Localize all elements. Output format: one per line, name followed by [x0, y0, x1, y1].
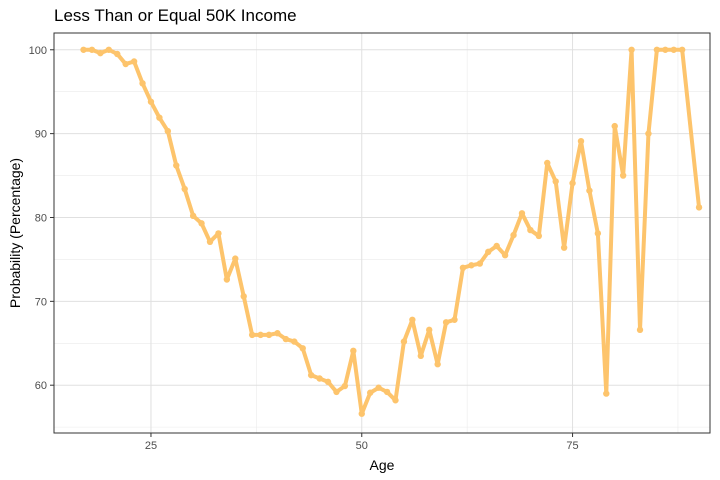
y-tick-label: 90 — [35, 129, 47, 141]
data-point — [156, 114, 163, 121]
data-point — [527, 226, 534, 234]
data-point — [206, 238, 214, 246]
data-point — [181, 185, 188, 193]
data-point — [114, 50, 121, 58]
data-point — [88, 46, 96, 53]
data-point — [544, 159, 551, 167]
data-point — [451, 316, 458, 323]
data-point — [97, 49, 104, 57]
data-point — [409, 316, 416, 323]
data-point — [586, 187, 593, 194]
data-point — [215, 230, 222, 237]
data-point — [400, 338, 408, 345]
data-point — [510, 231, 517, 239]
data-point — [173, 162, 180, 169]
data-point — [265, 331, 273, 339]
data-point — [569, 179, 576, 187]
data-point — [476, 260, 484, 267]
data-point — [333, 388, 340, 396]
data-point — [417, 352, 424, 360]
data-point — [670, 46, 677, 53]
data-point — [291, 338, 298, 345]
data-point — [307, 371, 315, 379]
x-tick-label: 75 — [566, 440, 578, 452]
data-point — [341, 382, 349, 390]
data-point — [645, 130, 652, 137]
x-tick-label: 50 — [356, 440, 368, 452]
data-point — [426, 326, 433, 334]
data-point — [695, 204, 703, 211]
data-point — [518, 210, 526, 217]
data-point — [375, 384, 382, 391]
data-point — [535, 232, 543, 240]
data-point — [232, 255, 239, 262]
data-point — [501, 252, 509, 259]
x-axis-label: Age — [370, 457, 395, 473]
data-point — [139, 80, 146, 87]
data-point — [248, 331, 256, 339]
y-axis-label: Probability (Percentage) — [7, 158, 23, 308]
data-point — [223, 276, 231, 283]
data-point — [603, 390, 610, 397]
data-point — [257, 331, 264, 339]
data-point — [122, 60, 129, 68]
x-tick-label: 25 — [145, 440, 157, 452]
data-point — [316, 375, 323, 382]
data-point — [105, 46, 113, 53]
data-point — [493, 242, 500, 250]
data-point — [485, 248, 492, 256]
y-tick-label: 60 — [35, 380, 47, 392]
y-tick-label: 70 — [35, 296, 47, 308]
data-point — [130, 58, 138, 65]
data-point — [594, 230, 602, 237]
data-point — [611, 122, 618, 130]
data-point — [662, 46, 669, 53]
plot-border — [53, 32, 711, 434]
data-point — [619, 172, 627, 179]
data-point — [282, 335, 290, 343]
data-point — [577, 137, 585, 145]
data-point — [560, 244, 568, 251]
data-point — [358, 410, 365, 417]
data-point — [164, 127, 172, 135]
data-point — [459, 264, 467, 272]
data-point — [299, 345, 306, 352]
data-point — [653, 46, 661, 53]
data-point — [434, 361, 441, 368]
data-point — [442, 319, 450, 326]
data-point — [628, 46, 635, 53]
data-point — [678, 46, 686, 53]
data-point — [189, 212, 197, 220]
data-point — [366, 389, 374, 396]
axis-ticks: 25 50 75 60 70 80 90 100 — [29, 45, 579, 452]
chart-title: Less Than or Equal 50K Income — [54, 6, 297, 25]
y-tick-label: 80 — [35, 212, 47, 224]
data-point — [350, 347, 357, 355]
data-point — [383, 388, 391, 396]
series-layer — [80, 46, 703, 417]
data-point — [147, 98, 155, 105]
data-point — [468, 262, 475, 269]
data-point — [80, 46, 87, 53]
data-point — [552, 178, 559, 185]
data-point — [274, 330, 281, 337]
data-point — [240, 293, 247, 300]
data-point — [636, 326, 644, 334]
data-point — [392, 397, 399, 404]
data-point — [324, 378, 332, 386]
y-tick-label: 100 — [29, 45, 47, 57]
data-point — [198, 220, 205, 227]
